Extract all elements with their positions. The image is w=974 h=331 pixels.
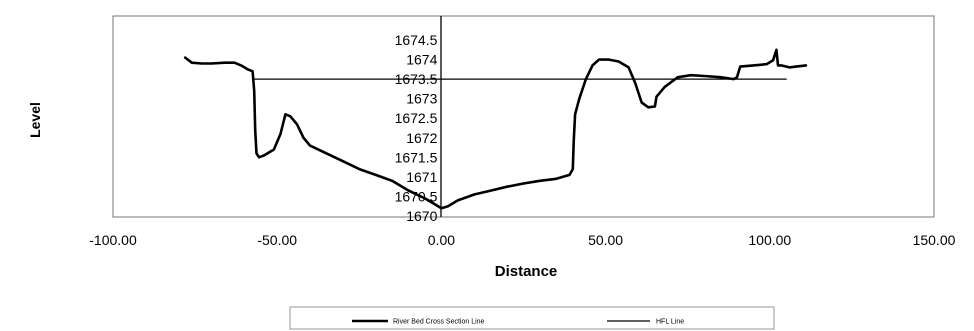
y-tick-label: 1672 xyxy=(406,130,437,146)
river-bed-cross-section-line xyxy=(183,48,808,210)
legend-box xyxy=(289,306,775,330)
x-tick-label: 100.00 xyxy=(748,232,791,248)
y-tick-labels: 16701670.516711671.516721672.516731673.5… xyxy=(395,32,438,224)
plot-area xyxy=(112,15,935,218)
y-axis-label: Level xyxy=(27,102,43,138)
x-axis-label: Distance xyxy=(495,263,558,280)
x-tick-labels: -100.00 -50.00 0.00 50.00 100.00 150.00 xyxy=(89,232,955,248)
y-tick-label: 1671 xyxy=(406,169,437,185)
legend-label-hfl: HFL Line xyxy=(656,319,684,326)
x-tick-label: -50.00 xyxy=(257,232,297,248)
x-tick-label: 0.00 xyxy=(428,232,455,248)
y-tick-label: 1672.5 xyxy=(395,110,438,126)
series-group xyxy=(183,48,808,210)
y-tick-label: 1670 xyxy=(406,208,437,224)
x-tick-label: 150.00 xyxy=(913,232,956,248)
y-tick-label: 1674.5 xyxy=(395,32,438,48)
x-tick-label: -100.00 xyxy=(89,232,137,248)
x-tick-label: 50.00 xyxy=(588,232,623,248)
y-tick-label: 1671.5 xyxy=(395,149,438,165)
y-tick-label: 1674 xyxy=(406,52,437,68)
legend-label-river-bed: River Bed Cross Section Line xyxy=(393,319,485,326)
legend: River Bed Cross Section Line HFL Line xyxy=(289,306,775,330)
y-tick-label: 1673 xyxy=(406,91,437,107)
